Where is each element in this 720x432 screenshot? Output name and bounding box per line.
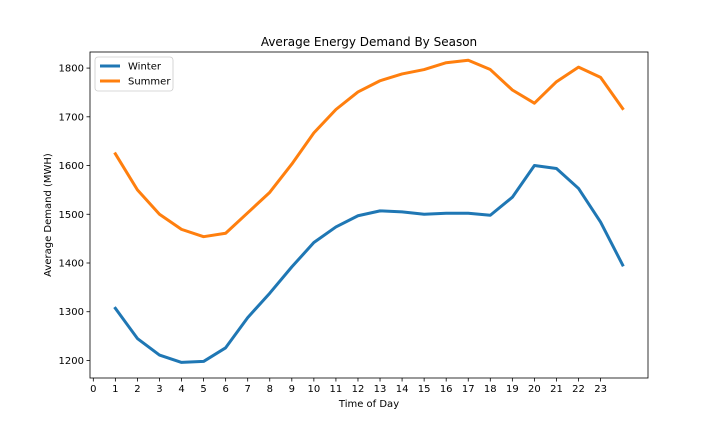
x-tick-label: 14 (396, 384, 409, 395)
y-tick-label: 1700 (59, 112, 84, 123)
series-line-summer (113, 58, 625, 239)
y-tick-label: 1600 (59, 161, 84, 172)
y-tick-label: 1800 (59, 64, 84, 75)
x-tick-label: 11 (330, 384, 343, 395)
x-tick-label: 13 (374, 384, 387, 395)
x-tick-label: 20 (528, 384, 541, 395)
y-tick-label: 1300 (59, 307, 84, 318)
y-axis: 1200 1300 1400 1500 1600 1700 1800 (59, 64, 90, 367)
x-tick-label: 2 (134, 384, 140, 395)
x-tick-label: 7 (245, 384, 251, 395)
x-tick-label: 9 (289, 384, 295, 395)
x-tick-label: 6 (222, 384, 228, 395)
y-tick-label: 1500 (59, 210, 84, 221)
legend-label-summer: Summer (128, 77, 171, 88)
axes-frame (89, 51, 649, 379)
series-line-winter (113, 164, 625, 364)
x-axis: 0 1 2 3 4 5 6 7 8 9 10 11 12 13 14 15 16 17 18 19 20 21 22 23 (90, 378, 607, 395)
x-tick-label: 19 (506, 384, 519, 395)
plot-area (113, 58, 625, 364)
x-tick-label: 1 (112, 384, 118, 395)
y-tick-label: 1200 (59, 356, 84, 367)
x-tick-label: 10 (307, 384, 320, 395)
legend-label-winter: Winter (128, 62, 162, 73)
x-tick-label: 3 (156, 384, 162, 395)
x-tick-label: 8 (267, 384, 273, 395)
x-tick-label: 17 (462, 384, 475, 395)
x-tick-label: 15 (418, 384, 431, 395)
x-tick-label: 12 (352, 384, 365, 395)
legend: Winter Summer (94, 56, 174, 92)
x-tick-label: 4 (178, 384, 184, 395)
x-tick-label: 0 (90, 384, 96, 395)
x-tick-label: 23 (594, 384, 607, 395)
x-tick-label: 21 (550, 384, 563, 395)
x-tick-label: 22 (572, 384, 585, 395)
y-axis-title: Average Demand (MWH) (43, 153, 54, 277)
x-tick-label: 16 (440, 384, 453, 395)
x-axis-title: Time of Day (338, 399, 399, 410)
y-tick-label: 1400 (59, 258, 84, 269)
x-tick-label: 5 (200, 384, 206, 395)
x-tick-label: 18 (484, 384, 497, 395)
chart-title: Average Energy Demand By Season (261, 35, 477, 49)
